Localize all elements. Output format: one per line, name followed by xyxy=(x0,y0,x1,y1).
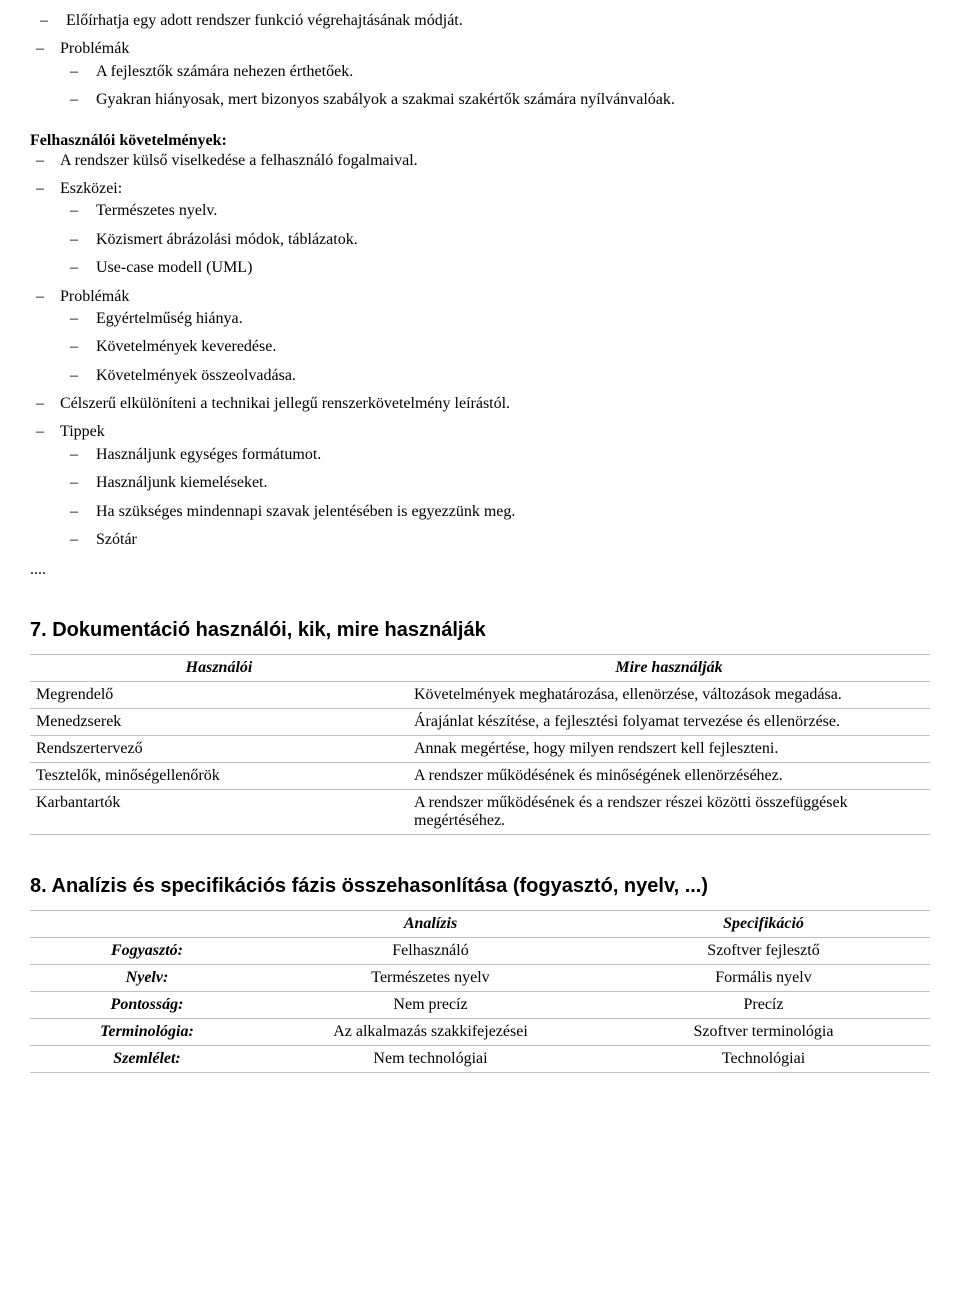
table-cell: Felhasználó xyxy=(264,938,597,965)
list-text: Szótár xyxy=(96,531,137,548)
table-cell: Nem precíz xyxy=(264,992,597,1019)
table-row: MenedzserekÁrajánlat készítése, a fejles… xyxy=(30,709,930,736)
list-item: Use-case modell (UML) xyxy=(60,257,930,279)
table-row: RendszertervezőAnnak megértése, hogy mil… xyxy=(30,736,930,763)
users-table: Használói Mire használják MegrendelőKöve… xyxy=(30,654,930,835)
table-header-row: Analízis Specifikáció xyxy=(30,911,930,938)
list-text: Használjunk kiemeléseket. xyxy=(96,474,268,491)
list-item: Problémák Egyértelműség hiánya. Követelmén… xyxy=(30,286,930,388)
table-row-label: Terminológia: xyxy=(30,1019,264,1046)
list-text: Előírhatja egy adott rendszer funkció vé… xyxy=(66,12,463,29)
list-item: Követelmények összeolvadása. xyxy=(60,365,930,387)
table-cell: Karbantartók xyxy=(30,790,408,835)
list-item: TippekHasználjunk egységes formátumot.Ha… xyxy=(30,421,930,551)
table-row-label: Pontosság: xyxy=(30,992,264,1019)
list-text: A fejlesztők számára nehezen érthetőek. xyxy=(96,63,353,80)
list-text: Követelmények összeolvadása. xyxy=(96,367,296,384)
table-cell: Rendszertervező xyxy=(30,736,408,763)
list-text: Gyakran hiányosak, mert bizonyos szabály… xyxy=(96,91,675,108)
table-row-label: Szemlélet: xyxy=(30,1046,264,1073)
table-row: Pontosság:Nem precízPrecíz xyxy=(30,992,930,1019)
list-text: Ha szükséges mindennapi szavak jelentésé… xyxy=(96,503,515,520)
sublist: Használjunk egységes formátumot. Használj… xyxy=(60,444,930,552)
list-text: Használjunk egységes formátumot. xyxy=(96,446,321,463)
list-text: Tippek xyxy=(60,423,105,440)
table-cell: Nem technológiai xyxy=(264,1046,597,1073)
table-header: Használói xyxy=(30,655,408,682)
list-item: Szótár xyxy=(60,529,930,551)
table-header: Specifikáció xyxy=(597,911,930,938)
table-header: Mire használják xyxy=(408,655,930,682)
table-row: Terminológia:Az alkalmazás szakkifejezés… xyxy=(30,1019,930,1046)
table-cell: Szoftver terminológia xyxy=(597,1019,930,1046)
list-item: Eszközei: Természetes nyelv. Közismert ábr… xyxy=(30,178,930,280)
table-cell: Technológiai xyxy=(597,1046,930,1073)
table-cell: Az alkalmazás szakkifejezései xyxy=(264,1019,597,1046)
list-item: Célszerű elkülöníteni a technikai jelleg… xyxy=(30,393,930,415)
intro-sublist: Előírhatja egy adott rendszer funkció vé… xyxy=(30,10,930,32)
list-item: Problémák A fejlesztők számára nehezen é… xyxy=(30,38,930,111)
list-item: A rendszer külső viselkedése a felhaszná… xyxy=(30,150,930,172)
table-row-label: Fogyasztó: xyxy=(30,938,264,965)
ellipsis: .... xyxy=(30,561,930,579)
list-text: Célszerű elkülöníteni a technikai jelleg… xyxy=(60,395,510,412)
table-row: MegrendelőKövetelmények meghatározása, e… xyxy=(30,682,930,709)
table-cell: Természetes nyelv xyxy=(264,965,597,992)
table-cell: Precíz xyxy=(597,992,930,1019)
list-text: Követelmények keveredése. xyxy=(96,338,276,355)
comparison-table: Analízis Specifikáció Fogyasztó:Felhaszn… xyxy=(30,910,930,1073)
list-item: Gyakran hiányosak, mert bizonyos szabály… xyxy=(60,89,930,111)
list-item: A fejlesztők számára nehezen érthetőek. xyxy=(60,61,930,83)
table-header-row: Használói Mire használják xyxy=(30,655,930,682)
list-text: Eszközei: xyxy=(60,180,122,197)
list-text: A rendszer külső viselkedése a felhaszná… xyxy=(60,152,418,169)
list-item: Követelmények keveredése. xyxy=(60,336,930,358)
list-item: Természetes nyelv. xyxy=(60,200,930,222)
list-item: Használjunk egységes formátumot. xyxy=(60,444,930,466)
table-cell: Szoftver fejlesztő xyxy=(597,938,930,965)
table-row: Szemlélet:Nem technológiaiTechnológiai xyxy=(30,1046,930,1073)
list-item: Használjunk kiemeléseket. xyxy=(60,472,930,494)
table-header-empty xyxy=(30,911,264,938)
list-text: Közismert ábrázolási módok, táblázatok. xyxy=(96,231,358,248)
list-item: Közismert ábrázolási módok, táblázatok. xyxy=(60,229,930,251)
table-row: Nyelv:Természetes nyelvFormális nyelv xyxy=(30,965,930,992)
user-requirements-heading: Felhasználói követelmények: xyxy=(30,132,930,150)
list-text: Problémák xyxy=(60,288,129,305)
table-cell: Formális nyelv xyxy=(597,965,930,992)
user-requirements-list: A rendszer külső viselkedése a felhaszná… xyxy=(30,150,930,552)
table-header: Analízis xyxy=(264,911,597,938)
table-cell: A rendszer működésének és minőségének el… xyxy=(408,763,930,790)
list-item: Előírhatja egy adott rendszer funkció vé… xyxy=(30,10,930,32)
list-text: Természetes nyelv. xyxy=(96,202,217,219)
table-cell: Menedzserek xyxy=(30,709,408,736)
list-text: Problémák xyxy=(60,40,129,57)
table-cell: Követelmények meghatározása, ellenörzése… xyxy=(408,682,930,709)
table-row: Fogyasztó:FelhasználóSzoftver fejlesztő xyxy=(30,938,930,965)
table-row-label: Nyelv: xyxy=(30,965,264,992)
table-row: KarbantartókA rendszer működésének és a … xyxy=(30,790,930,835)
list-item: Egyértelműség hiánya. xyxy=(60,308,930,330)
section-8-heading: 8. Analízis és specifikációs fázis össze… xyxy=(30,875,930,898)
table-cell: Megrendelő xyxy=(30,682,408,709)
table-cell: A rendszer működésének és a rendszer rés… xyxy=(408,790,930,835)
table-row: Tesztelők, minőségellenőrökA rendszer mű… xyxy=(30,763,930,790)
table-cell: Tesztelők, minőségellenőrök xyxy=(30,763,408,790)
table-cell: Árajánlat készítése, a fejlesztési folya… xyxy=(408,709,930,736)
table-cell: Annak megértése, hogy milyen rendszert k… xyxy=(408,736,930,763)
section-7-heading: 7. Dokumentáció használói, kik, mire has… xyxy=(30,619,930,642)
sublist: Egyértelműség hiánya. Követelmények kever… xyxy=(60,308,930,387)
list-text: Use-case modell (UML) xyxy=(96,259,252,276)
intro-list: Problémák A fejlesztők számára nehezen é… xyxy=(30,38,930,111)
list-text: Egyértelműség hiánya. xyxy=(96,310,243,327)
intro-problems: A fejlesztők számára nehezen érthetőek. … xyxy=(60,61,930,112)
sublist: Természetes nyelv. Közismert ábrázolási m… xyxy=(60,200,930,279)
list-item: Ha szükséges mindennapi szavak jelentésé… xyxy=(60,501,930,523)
